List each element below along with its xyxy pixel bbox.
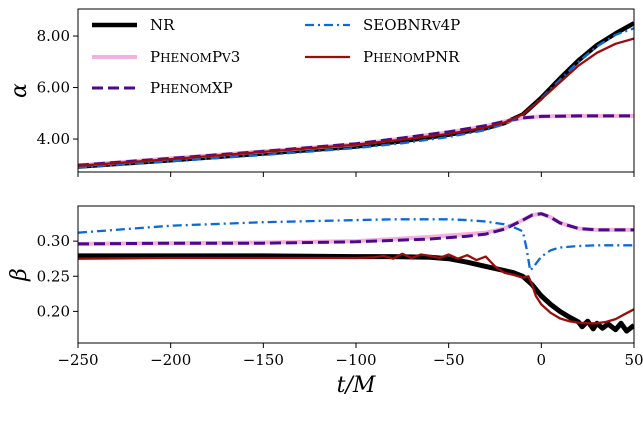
legend: NR PHENOMPV3 PHENOMXP SEOBNRV4P PHENOMPNR — [92, 16, 460, 97]
beta-series-nr — [78, 253, 634, 334]
legend-label-phenompnr: PHENOMPNR — [363, 48, 460, 66]
beta-xtick-label: −50 — [433, 351, 465, 369]
legend-label-phenomxp: PHENOMXP — [150, 79, 233, 97]
beta-xtick-label: −150 — [243, 351, 284, 369]
beta-series-seobnrv4p — [78, 218, 634, 272]
beta-xtick-label: −200 — [150, 351, 191, 369]
alpha-ytick-label: 4.00 — [37, 130, 70, 148]
beta-series-phenompv3 — [78, 211, 634, 246]
beta-xlabel: t/M — [337, 373, 376, 398]
alpha-ytick-label: 8.00 — [37, 27, 70, 45]
beta-xtick-label: −100 — [335, 351, 376, 369]
legend-label-phenompv3: PHENOMPV3 — [150, 48, 240, 66]
beta-ytick-label: 0.30 — [37, 232, 70, 250]
legend-label-nr: NR — [150, 16, 175, 34]
beta-series-phenompnr — [78, 252, 634, 325]
beta-xtick-label: 0 — [537, 351, 547, 369]
beta-panel: 0.20 0.25 0.30 −250 −200 −150 −100 −50 0 50 β t/M — [7, 205, 643, 398]
beta-xtick-label: −250 — [57, 351, 98, 369]
alpha-series-phenomxp — [78, 114, 634, 167]
beta-ytick-label: 0.25 — [37, 267, 70, 285]
alpha-series-seobnrv4p — [78, 27, 634, 169]
beta-series-group — [78, 211, 634, 334]
beta-ytick-label: 0.20 — [37, 302, 70, 320]
alpha-panel: 4.00 6.00 8.00 α NR PHENOMPV3 PHENOMXP SEOBNRV4… — [7, 8, 635, 177]
beta-ylabel: β — [7, 268, 32, 282]
alpha-ytick-label: 6.00 — [37, 79, 70, 97]
legend-label-seobnrv4p: SEOBNRV4P — [363, 16, 460, 34]
beta-series-phenomxp — [78, 212, 634, 246]
beta-xtick-label: 50 — [624, 351, 643, 369]
alpha-ylabel: α — [7, 83, 32, 98]
alpha-series-phenompnr — [78, 37, 634, 167]
alpha-series-group — [78, 21, 634, 169]
